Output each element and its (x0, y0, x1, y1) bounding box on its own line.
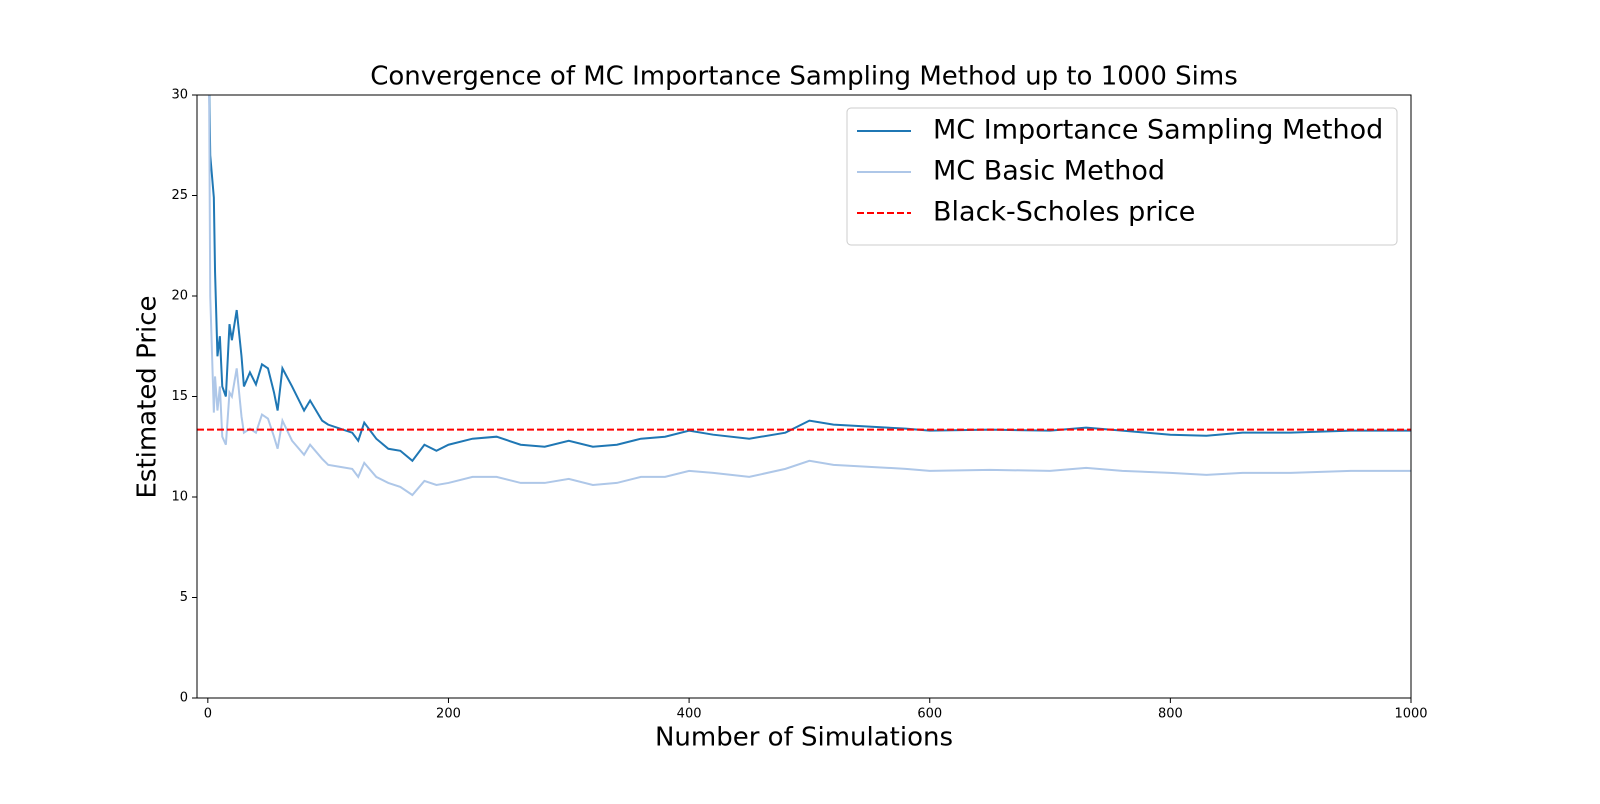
legend-box (846, 107, 1398, 246)
y-tick-label: 15 (171, 389, 188, 404)
chart-title: Convergence of MC Importance Sampling Me… (370, 62, 1238, 92)
x-axis-label: Number of Simulations (655, 723, 953, 753)
legend-label: MC Importance Sampling Method (933, 115, 1383, 146)
x-tick-label: 600 (917, 707, 942, 722)
series-line (208, 95, 1411, 497)
y-tick-label: 10 (171, 490, 188, 505)
y-tick-label: 5 (180, 590, 188, 605)
x-tick-label: 800 (1158, 707, 1183, 722)
y-tick-label: 20 (171, 289, 188, 304)
legend-label: Black-Scholes price (933, 197, 1195, 228)
x-tick-label: 400 (677, 707, 702, 722)
y-tick-label: 25 (171, 188, 188, 203)
legend-label: MC Basic Method (933, 156, 1165, 187)
plot-area (197, 95, 1411, 497)
x-tick-label: 200 (436, 707, 461, 722)
y-tick-label: 0 (180, 691, 188, 706)
y-axis-label: Estimated Price (133, 295, 163, 498)
x-tick-label: 1000 (1394, 707, 1427, 722)
x-tick-label: 0 (204, 707, 212, 722)
y-tick-label: 30 (171, 88, 188, 103)
